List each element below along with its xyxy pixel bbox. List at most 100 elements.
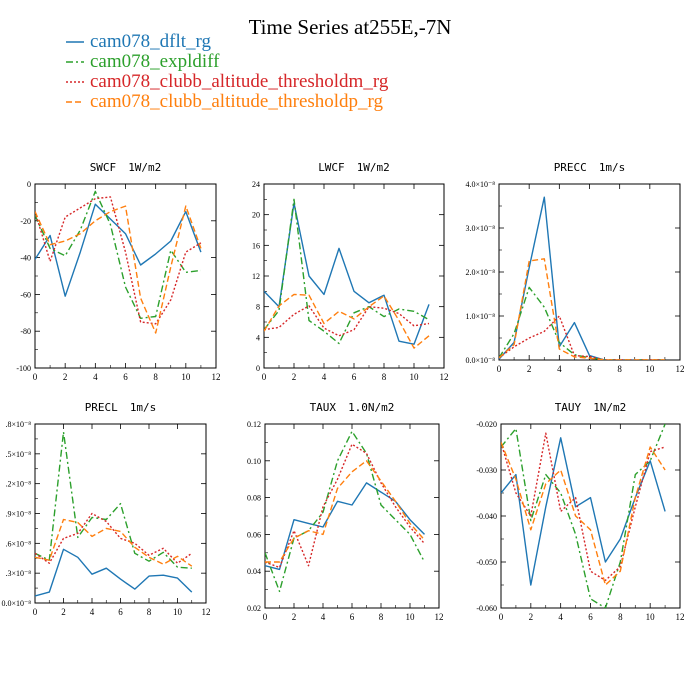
x-tick-label: 12 [676, 364, 685, 374]
y-tick-label: .9×10⁻⁸ [5, 510, 31, 519]
series-line-cam078_clubb_altitude_thresholdp_rg [264, 293, 430, 349]
panel-title-units: 1m/s [599, 161, 626, 174]
x-tick-label: 12 [676, 612, 685, 622]
plot-frame [34, 423, 207, 604]
x-tick-label: 8 [379, 612, 384, 622]
y-tick-label: 0.02 [247, 604, 261, 613]
y-tick-label: .8×10⁻⁸ [5, 420, 31, 429]
panel-title-name: SWCF [90, 161, 117, 174]
series-line-cam078_clubb_altitude_thresholdp_rg [501, 442, 666, 586]
x-tick-label: 2 [61, 607, 66, 617]
panel-precl: PRECL 1m/s 0 2 4 6 8 10 12 0.0×10⁻⁸ .3×10⁻⁸ .6×10⁻⁸… [1, 401, 210, 617]
x-tick-label: 2 [527, 364, 532, 374]
plot-frame [34, 183, 217, 369]
x-tick-label: 12 [440, 372, 449, 382]
series-line-cam078_clubb_altitude_thresholdp_rg [499, 258, 665, 360]
series-line-cam078_dflt_rg [264, 202, 430, 345]
y-tick-label: 24 [252, 180, 260, 189]
series-line-cam078_expldiff [501, 424, 666, 608]
y-tick-label: 0.06 [247, 530, 261, 539]
y-tick-label: -20 [20, 217, 31, 226]
series-group [35, 431, 193, 597]
series-line-cam078_clubb_altitude_thresholdm_rg [499, 315, 665, 360]
panel-title-name: TAUX [310, 401, 337, 414]
panel-taux: TAUX 1.0N/m2 0 2 4 6 8 10 12 0.02 0.04 0.06 0.08 0.10… [247, 401, 444, 622]
y-tick-label: .3×10⁻⁸ [5, 569, 31, 578]
series-line-cam078_dflt_rg [35, 203, 202, 297]
x-tick-label: 8 [153, 372, 158, 382]
series-line-cam078_clubb_altitude_thresholdp_rg [265, 460, 426, 563]
panel-title-units: 1W/m2 [128, 161, 161, 174]
y-tick-label: 0.0×10⁻⁸ [465, 356, 495, 365]
panel-title-name: PRECL [85, 401, 118, 414]
y-tick-label: 0.10 [247, 457, 261, 466]
y-tick-label: -80 [20, 327, 31, 336]
panel-title: PRECL 1m/s [85, 401, 157, 414]
x-tick-label: 10 [181, 372, 191, 382]
y-tick-label: 0.0×10⁻⁸ [1, 599, 31, 608]
y-tick-label: 0.12 [247, 420, 261, 429]
series-line-cam078_dflt_rg [499, 196, 665, 360]
x-tick-label: 4 [321, 612, 326, 622]
y-tick-label: 12 [252, 272, 260, 281]
x-tick-label: 4 [93, 372, 98, 382]
legend: cam078_dflt_rgcam078_expldiffcam078_club… [66, 31, 389, 112]
series-group [265, 430, 426, 593]
x-tick-label: 6 [588, 612, 593, 622]
y-tick-label: 8 [256, 303, 260, 312]
y-tick-label: 4.0×10⁻⁸ [465, 180, 495, 189]
x-tick-label: 6 [123, 372, 128, 382]
legend-label: cam078_clubb_altitude_thresholdm_rg [90, 71, 389, 92]
series-line-cam078_clubb_altitude_thresholdm_rg [264, 305, 430, 337]
y-tick-label: 4 [256, 333, 260, 342]
y-tick-label: -0.040 [476, 512, 497, 521]
x-tick-label: 0 [497, 364, 502, 374]
x-tick-label: 0 [263, 612, 268, 622]
series-line-cam078_dflt_rg [35, 548, 193, 597]
plot-frame [264, 423, 440, 609]
y-tick-label: -100 [16, 364, 31, 373]
y-tick-label: -0.030 [476, 466, 497, 475]
series-group [264, 198, 430, 349]
legend-label: cam078_clubb_altitude_thresholdp_rg [90, 91, 384, 112]
panel-title-units: 1N/m2 [593, 401, 626, 414]
y-tick-label: -60 [20, 290, 31, 299]
x-tick-label: 6 [350, 612, 355, 622]
panel-title-name: TAUY [555, 401, 582, 414]
series-line-cam078_clubb_altitude_thresholdp_rg [35, 518, 193, 567]
figure-title: Time Series at255E,-7N [249, 15, 452, 39]
x-tick-label: 2 [63, 372, 68, 382]
panel-title-units: 1W/m2 [357, 161, 390, 174]
x-tick-label: 10 [410, 372, 420, 382]
x-tick-label: 8 [147, 607, 152, 617]
x-tick-label: 12 [212, 372, 221, 382]
x-tick-label: 2 [529, 612, 534, 622]
plot-frame [498, 183, 681, 361]
y-tick-label: 0.08 [247, 494, 261, 503]
y-tick-label: 2.0×10⁻⁸ [465, 268, 495, 277]
panel-title-name: PRECC [554, 161, 587, 174]
y-tick-label: 3.0×10⁻⁸ [465, 224, 495, 233]
x-tick-label: 0 [33, 372, 38, 382]
series-line-cam078_clubb_altitude_thresholdp_rg [35, 205, 202, 334]
panel-title: TAUX 1.0N/m2 [310, 401, 395, 414]
y-tick-label: .2×10⁻⁸ [5, 480, 31, 489]
panel-title-units: 1m/s [130, 401, 157, 414]
x-tick-label: 10 [645, 364, 655, 374]
series-line-cam078_expldiff [35, 431, 192, 569]
y-tick-label: -0.060 [476, 604, 497, 613]
series-line-cam078_expldiff [265, 430, 426, 593]
x-tick-label: 6 [352, 372, 357, 382]
x-tick-label: 2 [292, 372, 297, 382]
series-line-cam078_clubb_altitude_thresholdm_rg [35, 196, 202, 325]
x-tick-label: 8 [618, 612, 623, 622]
series-line-cam078_clubb_altitude_thresholdm_rg [265, 443, 426, 569]
y-tick-label: -0.020 [476, 420, 497, 429]
legend-label: cam078_expldiff [90, 51, 220, 72]
x-tick-label: 8 [617, 364, 622, 374]
x-tick-label: 6 [587, 364, 592, 374]
series-line-cam078_expldiff [499, 286, 665, 360]
x-tick-label: 10 [406, 612, 416, 622]
x-tick-label: 4 [90, 607, 95, 617]
